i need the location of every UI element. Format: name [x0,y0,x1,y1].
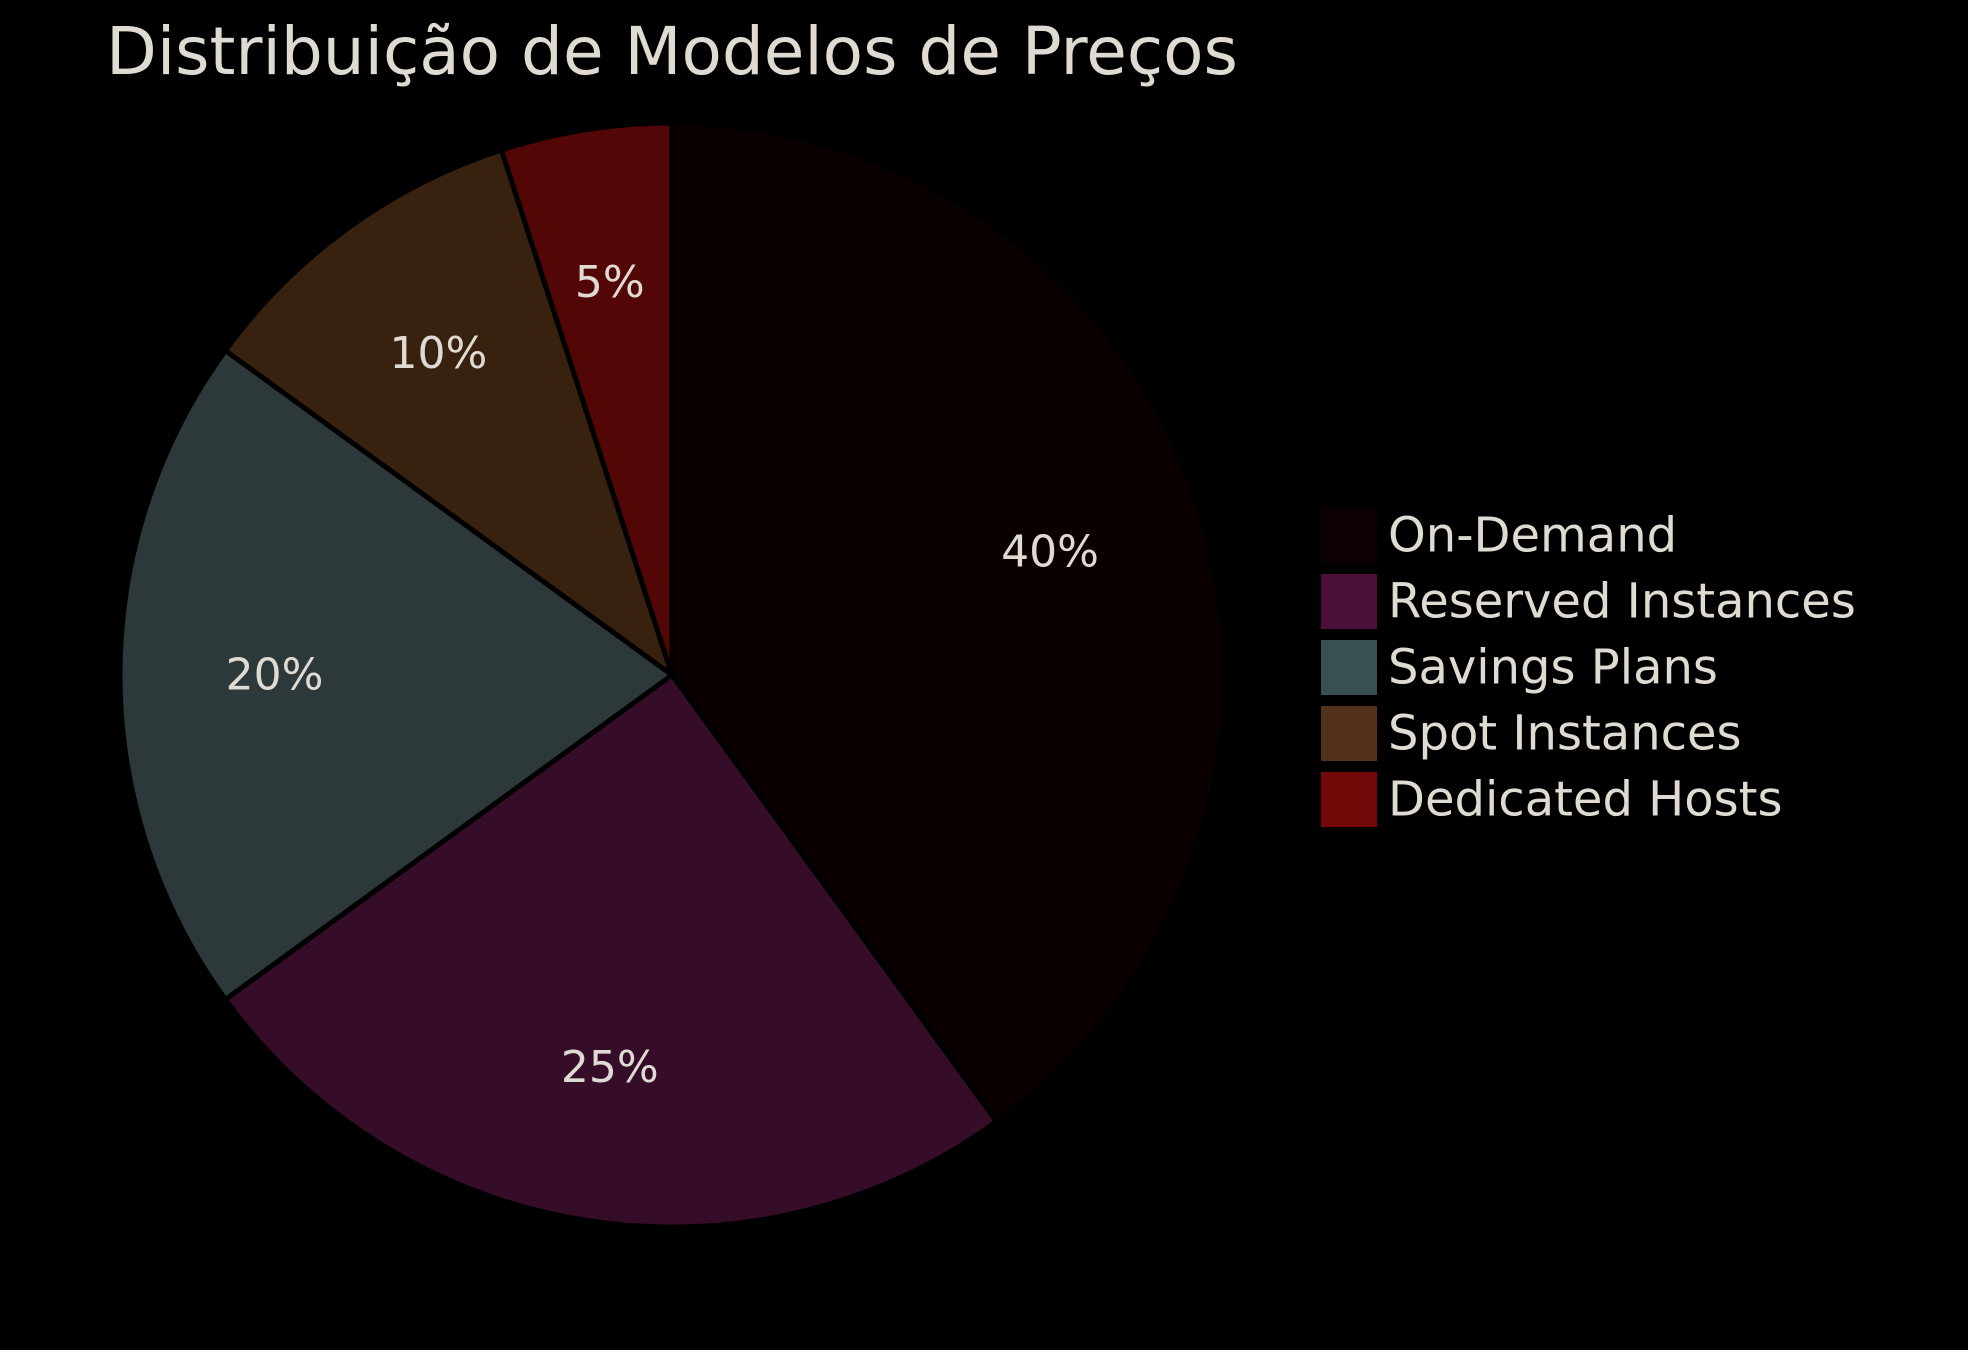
pie-slice-on-demand [669,120,1227,1125]
pie-value-labels: 40% 25% 20% 10% 5% [226,257,1099,1093]
legend-swatch-spot-instances [1321,706,1377,761]
legend-swatch-savings-plans [1321,640,1377,695]
legend-label-on-demand: On-Demand [1388,508,1677,564]
legend: On-Demand Reserved Instances Savings Plans… [1321,508,1856,828]
legend-label-reserved-instances: Reserved Instances [1388,574,1856,630]
slice-value-label-spot-instances: 10% [389,328,487,379]
legend-swatch-reserved-instances [1321,574,1377,629]
pie-slice-savings-plans [117,348,675,1002]
chart-title: Distribuição de Modelos de Preços [106,13,1238,90]
slice-value-label-savings-plans: 20% [226,650,324,701]
legend-swatch-dedicated-hosts [1321,772,1377,827]
pie-slices [117,120,1227,1230]
pie-slice-spot-instances [222,147,675,678]
pie-slice-dedicated-hosts [498,120,675,678]
slice-value-label-reserved-instances: 25% [561,1042,659,1093]
legend-label-savings-plans: Savings Plans [1388,640,1718,696]
legend-swatch-on-demand [1321,508,1377,563]
slice-value-label-on-demand: 40% [1001,527,1099,578]
pie-slice-reserved-instances [222,672,999,1230]
legend-label-spot-instances: Spot Instances [1388,706,1742,762]
legend-label-dedicated-hosts: Dedicated Hosts [1388,772,1782,828]
slice-value-label-dedicated-hosts: 5% [575,257,645,308]
